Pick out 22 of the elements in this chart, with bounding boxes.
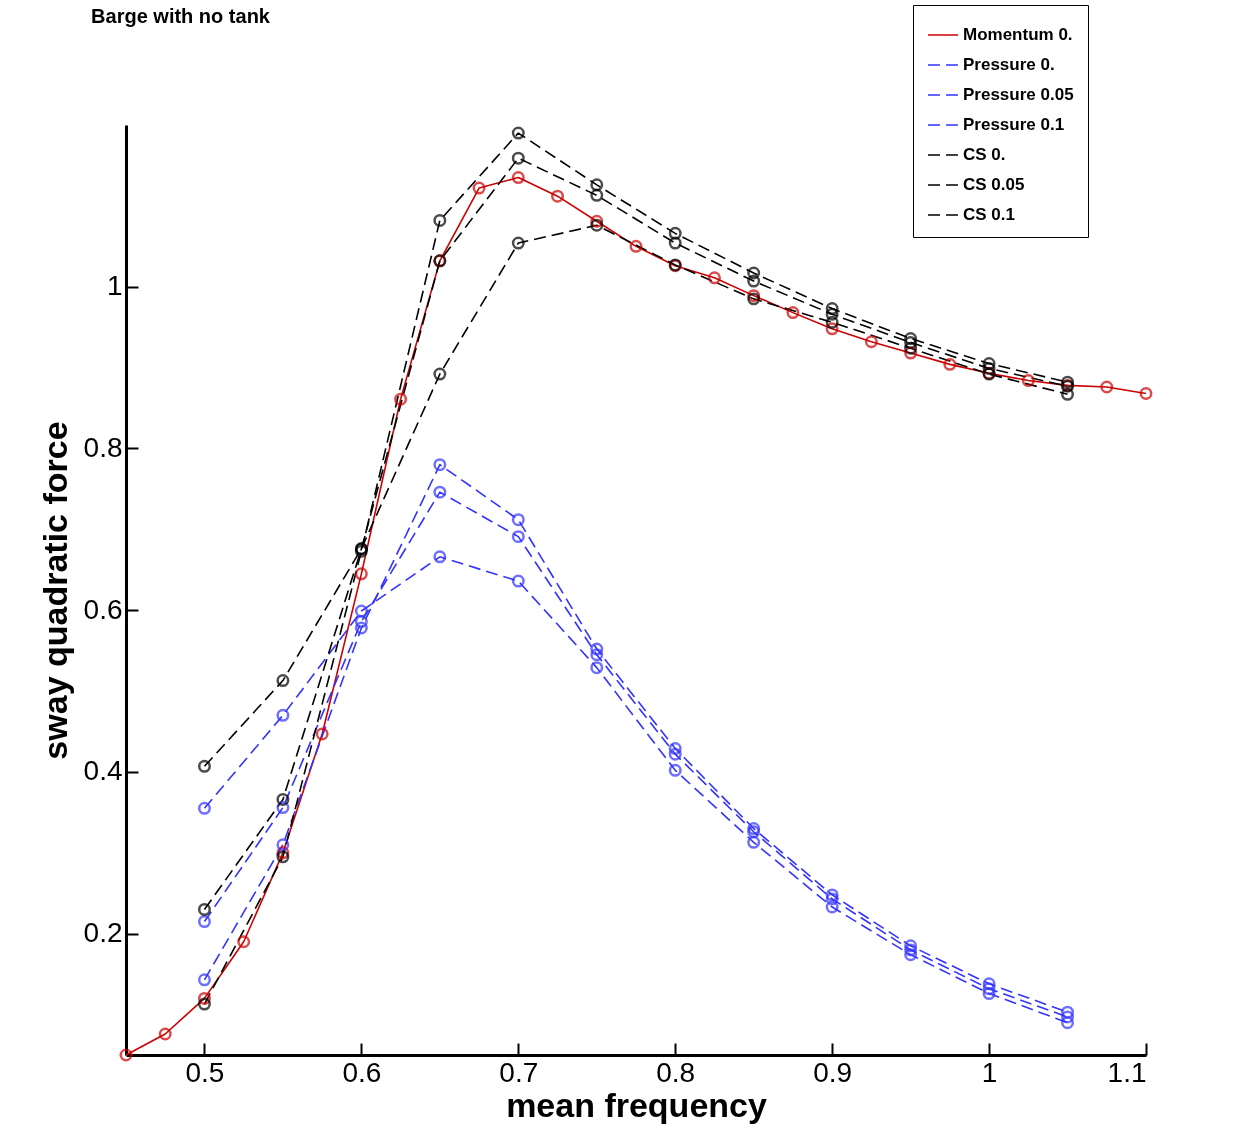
- x-axis-title: mean frequency: [506, 1085, 767, 1124]
- x-tick-label: 0.7: [499, 1056, 539, 1088]
- legend-label: CS 0.1: [963, 205, 1015, 224]
- legend-label: Pressure 0.1: [963, 115, 1065, 134]
- y-tick-label: 1: [106, 270, 123, 302]
- chart-title: Barge with no tank: [91, 4, 271, 27]
- x-tick-label: 1.1: [1107, 1056, 1147, 1088]
- y-tick-label: 0.6: [83, 593, 123, 625]
- legend-label: Pressure 0.: [963, 55, 1055, 74]
- legend-label: Pressure 0.05: [963, 85, 1074, 104]
- x-tick-label: 0.5: [185, 1056, 225, 1088]
- x-tick-label: 0.9: [813, 1056, 853, 1088]
- x-tick-label: 0.6: [342, 1056, 382, 1088]
- y-tick-label: 0.4: [83, 755, 123, 787]
- y-tick-label: 0.2: [83, 917, 123, 949]
- legend-label: Momentum 0.: [963, 25, 1073, 44]
- y-axis-title: sway quadratic force: [35, 421, 74, 760]
- y-tick-label: 0.8: [83, 431, 123, 463]
- legend-label: CS 0.05: [963, 175, 1025, 194]
- x-tick-label: 0.8: [656, 1056, 696, 1088]
- legend-label: CS 0.: [963, 145, 1006, 164]
- x-tick-label: 1: [981, 1056, 998, 1088]
